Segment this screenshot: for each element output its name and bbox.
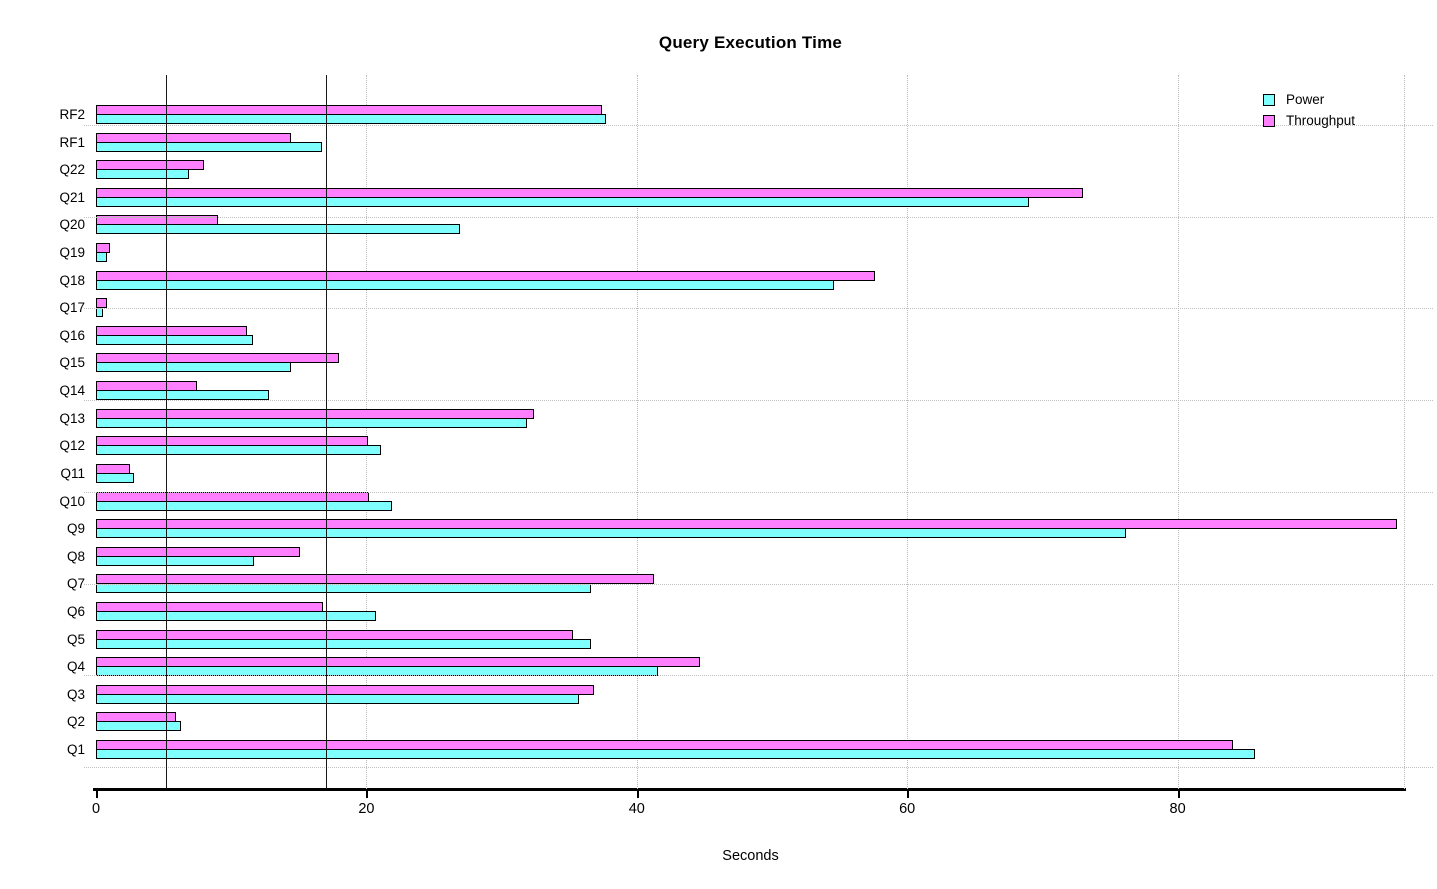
y-tick-label: Q20 — [59, 217, 85, 233]
y-tick-label: Q22 — [59, 162, 85, 178]
y-tick-label: Q19 — [59, 245, 85, 261]
y-tick-label: Q10 — [59, 493, 85, 509]
horizontal-gridline — [84, 766, 1433, 768]
y-tick-label: Q1 — [66, 742, 85, 758]
bar-q7-power — [96, 583, 591, 594]
x-tick-label: 20 — [358, 801, 375, 817]
y-tick-label: Q12 — [59, 438, 85, 454]
horizontal-gridline — [84, 308, 1433, 310]
power-swatch-icon — [1263, 94, 1275, 106]
reference-line — [166, 75, 168, 789]
x-tick-mark — [96, 790, 98, 798]
x-tick-mark — [907, 790, 910, 798]
bar-rf2-power — [96, 114, 606, 124]
bar-q10-power — [96, 500, 393, 511]
y-tick-label: Q8 — [66, 548, 85, 564]
x-tick-label: 60 — [899, 801, 916, 817]
bar-q1-power — [96, 749, 1255, 760]
reference-line — [325, 75, 327, 789]
x-tick-mark — [636, 790, 639, 798]
throughput-swatch-icon — [1263, 115, 1275, 127]
vertical-gridline — [907, 75, 909, 789]
bar-q3-power — [96, 693, 579, 704]
bar-q14-power — [96, 390, 270, 401]
y-tick-label: Q2 — [66, 714, 85, 730]
x-tick-mark — [1177, 790, 1180, 798]
bar-q2-power — [96, 721, 182, 732]
y-tick-label: Q15 — [59, 355, 85, 371]
bar-q11-power — [96, 472, 134, 483]
bar-q18-power — [96, 279, 835, 290]
y-tick-label: Q13 — [59, 410, 85, 426]
bar-q19-power — [96, 252, 107, 263]
legend-item-power: Power — [1263, 92, 1355, 108]
x-tick-label: 0 — [91, 801, 101, 817]
bar-rf1-power — [96, 141, 322, 152]
bar-q17-power — [96, 307, 103, 318]
y-tick-label: Q3 — [66, 686, 85, 702]
legend-label: Power — [1286, 92, 1325, 107]
vertical-gridline — [366, 75, 368, 789]
y-tick-label: Q9 — [66, 521, 85, 537]
horizontal-gridline — [84, 675, 1433, 677]
vertical-gridline — [1177, 75, 1179, 789]
x-tick-label: 40 — [628, 801, 645, 817]
bar-q22-power — [96, 169, 190, 180]
bar-q8-power — [96, 555, 255, 566]
horizontal-gridline — [84, 491, 1433, 493]
bar-q9-power — [96, 528, 1127, 539]
y-tick-label: RF2 — [59, 107, 85, 122]
legend-item-throughput: Throughput — [1263, 113, 1355, 129]
bar-q21-power — [96, 196, 1029, 207]
bar-q15-power — [96, 362, 291, 373]
y-tick-label: Q7 — [66, 576, 85, 592]
horizontal-gridline — [84, 400, 1433, 402]
y-tick-label: Q18 — [59, 272, 85, 288]
x-axis-line — [93, 788, 1406, 791]
y-tick-label: Q17 — [59, 300, 85, 316]
y-tick-label: Q4 — [66, 659, 85, 675]
legend-label: Throughput — [1286, 113, 1356, 128]
y-tick-label: Q11 — [60, 465, 85, 481]
y-tick-label: Q5 — [66, 631, 85, 647]
x-axis-label: Seconds — [722, 848, 779, 864]
y-tick-label: Q6 — [66, 603, 85, 619]
plot-area — [84, 75, 1433, 789]
vertical-gridline — [1404, 75, 1405, 789]
bar-q12-power — [96, 445, 382, 456]
horizontal-gridline — [84, 125, 1433, 126]
y-tick-label: Q16 — [59, 327, 85, 343]
bar-q16-power — [96, 334, 253, 345]
horizontal-gridline — [84, 216, 1433, 218]
bar-q6-power — [96, 610, 376, 621]
chart-title: Query Execution Time — [658, 33, 843, 52]
legend: Power Throughput — [1263, 92, 1355, 134]
x-tick-mark — [366, 790, 369, 798]
horizontal-gridline — [84, 583, 1433, 585]
bar-q13-power — [96, 417, 528, 428]
bar-q5-power — [96, 638, 591, 649]
bar-q20-power — [96, 224, 460, 235]
y-tick-label: RF1 — [59, 134, 85, 150]
vertical-gridline — [636, 75, 638, 789]
y-tick-label: Q14 — [59, 383, 85, 399]
x-tick-label: 80 — [1169, 801, 1186, 817]
y-tick-label: Q21 — [59, 189, 85, 205]
